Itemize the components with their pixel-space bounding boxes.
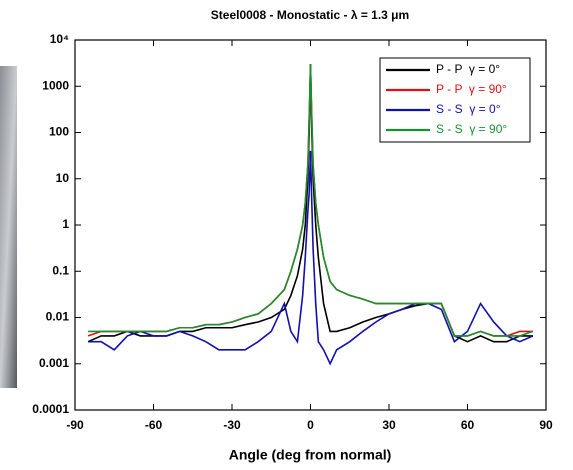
legend-label: S - S γ = 0° — [436, 102, 501, 116]
chart-title: Steel0008 - Monostatic - λ = 1.3 μm — [211, 8, 409, 22]
photo-strip — [0, 66, 17, 388]
plot-frame — [74, 39, 547, 411]
legend-label: S - S γ = 90° — [436, 122, 507, 136]
x-tick-label: 60 — [461, 418, 475, 432]
y-tick-label: 0.01 — [46, 310, 70, 324]
y-tick-label: 0.0001 — [32, 402, 69, 416]
legend-label: P - P γ = 90° — [436, 82, 507, 96]
x-axis-label: Angle (deg from normal) — [229, 447, 392, 463]
series-line — [88, 64, 534, 337]
x-tick-label: -60 — [145, 418, 163, 432]
y-tick-label: 1000 — [42, 78, 69, 92]
legend-box — [379, 57, 531, 143]
y-tick-label: 100 — [49, 125, 69, 139]
y-tick-label: 10 — [56, 171, 70, 185]
y-tick-label: 0.001 — [39, 356, 69, 370]
y-tick-label: 1 — [62, 217, 69, 231]
x-tick-label: 90 — [539, 418, 553, 432]
y-tick-label: 10⁴ — [50, 32, 69, 46]
legend-label: P - P γ = 0° — [436, 62, 500, 76]
x-tick-label: -30 — [223, 418, 241, 432]
series-line — [88, 150, 534, 366]
x-tick-label: 30 — [382, 418, 396, 432]
y-tick-label: 0.1 — [52, 263, 69, 277]
x-tick-label: -90 — [66, 418, 84, 432]
x-tick-label: 0 — [307, 418, 314, 432]
